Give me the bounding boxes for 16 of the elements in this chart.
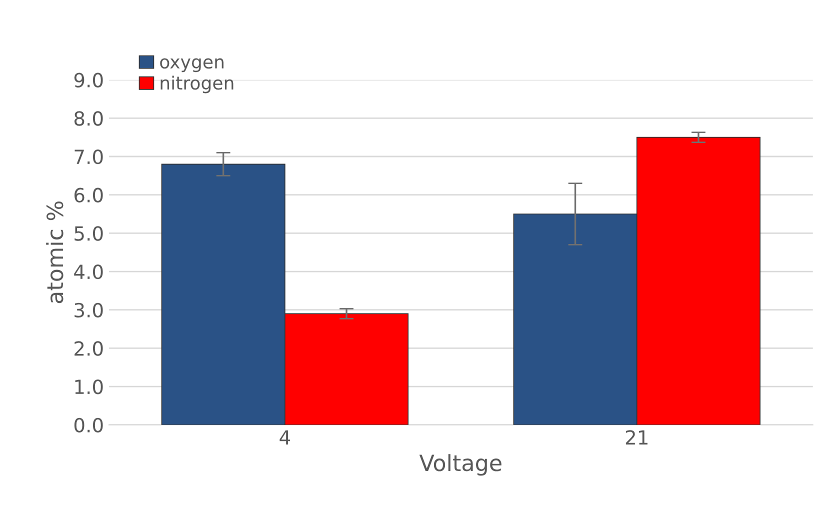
x-tick-label: 21	[626, 430, 648, 445]
x-tick-label: 4	[280, 430, 290, 445]
y-tick-label: 3.0	[74, 302, 103, 318]
y-tick-label: 6.0	[74, 188, 103, 203]
y-tick-label: 7.0	[74, 149, 103, 164]
y-tick-label: 4.0	[74, 264, 103, 280]
y-tick-label: 2.0	[74, 341, 103, 356]
legend-label: nitrogen	[160, 76, 234, 94]
y-tick-label: 8.0	[74, 111, 103, 126]
y-tick-label: 0.0	[74, 418, 103, 433]
legend-label: oxygen	[160, 58, 224, 72]
y-axis-title: atomic %	[46, 202, 64, 304]
y-tick-label: 1.0	[75, 379, 103, 394]
y-tick-label: 5.0	[74, 226, 103, 241]
x-axis-title: Voltage	[419, 454, 502, 476]
y-tick-label: 9.0	[74, 72, 103, 88]
